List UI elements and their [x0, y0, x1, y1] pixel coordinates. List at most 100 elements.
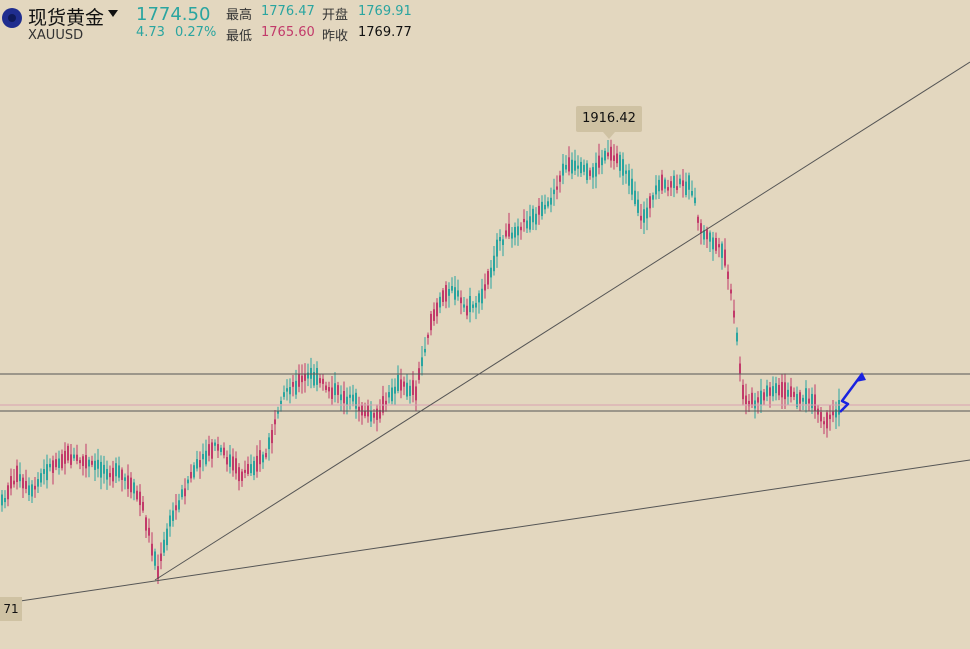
candle [268, 432, 270, 461]
candle [493, 246, 495, 276]
candle [94, 453, 96, 481]
candle [547, 197, 549, 209]
candle-body [421, 357, 423, 367]
candle [445, 281, 447, 309]
candle [736, 327, 738, 346]
candle [70, 443, 72, 469]
candle-body [514, 226, 516, 238]
candle-body [523, 218, 525, 223]
candle-body [784, 382, 786, 400]
candle-body [640, 215, 642, 221]
candle [346, 387, 348, 415]
candle-body [652, 195, 654, 200]
candle [313, 364, 315, 388]
candle [169, 509, 171, 537]
candle [88, 456, 90, 478]
candle [10, 468, 12, 496]
candle [301, 364, 303, 394]
candle [448, 282, 450, 308]
candle [151, 532, 153, 562]
candle [808, 388, 810, 412]
candle [475, 295, 477, 320]
candle [496, 233, 498, 268]
candle [46, 454, 48, 489]
candle-body [178, 500, 180, 510]
candle-body [337, 385, 339, 395]
candle-body [820, 412, 822, 422]
candle-body [613, 155, 615, 161]
candle [4, 490, 6, 509]
candle [25, 469, 27, 494]
candle-body [1, 494, 3, 506]
candle [115, 457, 117, 483]
candle [343, 381, 345, 415]
candle [193, 462, 195, 480]
projection-arrowhead-icon [856, 372, 866, 382]
candle-body [118, 465, 120, 478]
candle-body [631, 178, 633, 195]
candle [550, 187, 552, 213]
candle [568, 146, 570, 176]
candle-body [826, 412, 828, 429]
candle [499, 229, 501, 251]
candle [427, 332, 429, 345]
candle [562, 154, 564, 185]
candle [262, 451, 264, 469]
candle [652, 192, 654, 208]
dropdown-caret-icon[interactable] [108, 10, 118, 17]
candle [274, 409, 276, 435]
candle [82, 454, 84, 476]
candle [136, 485, 138, 502]
candle-body [109, 473, 111, 478]
candle-body [472, 304, 474, 308]
candle [439, 292, 441, 314]
candle [172, 502, 174, 527]
candle-body [7, 485, 9, 500]
candle [421, 345, 423, 376]
candle-body [346, 396, 348, 406]
candle-body [433, 309, 435, 321]
candle-body [442, 290, 444, 302]
candle [622, 152, 624, 185]
candle-body [130, 477, 132, 493]
candle-body [175, 505, 177, 511]
candle-body [76, 454, 78, 461]
candle-body [238, 467, 240, 482]
candle [670, 176, 672, 196]
candle [73, 447, 75, 461]
candle-body [685, 181, 687, 196]
candle [730, 283, 732, 301]
candle [580, 157, 582, 177]
candle-body [805, 388, 807, 405]
candle-body [208, 444, 210, 456]
candle-body [616, 153, 618, 164]
candle [16, 459, 18, 490]
candle-body [385, 400, 387, 406]
candle-body [787, 389, 789, 397]
candle [295, 369, 297, 399]
candle [22, 474, 24, 499]
candle [19, 462, 21, 488]
candle [685, 172, 687, 198]
candle [244, 460, 246, 479]
candle-body [73, 454, 75, 459]
candle-body [835, 409, 837, 418]
candle-body [382, 396, 384, 413]
candle-body [211, 442, 213, 459]
instrument-name[interactable]: 现货黄金 [28, 7, 105, 29]
candle [259, 440, 261, 472]
candle-body [700, 223, 702, 234]
candle-body [490, 267, 492, 278]
candle [649, 193, 651, 218]
candle-body [340, 394, 342, 401]
candle [124, 473, 126, 490]
candle [682, 169, 684, 198]
candle [556, 175, 558, 200]
candle [697, 214, 699, 231]
candle [706, 226, 708, 248]
candle [712, 231, 714, 261]
candle-body [103, 464, 105, 474]
candle-body [397, 374, 399, 391]
candle [271, 424, 273, 454]
